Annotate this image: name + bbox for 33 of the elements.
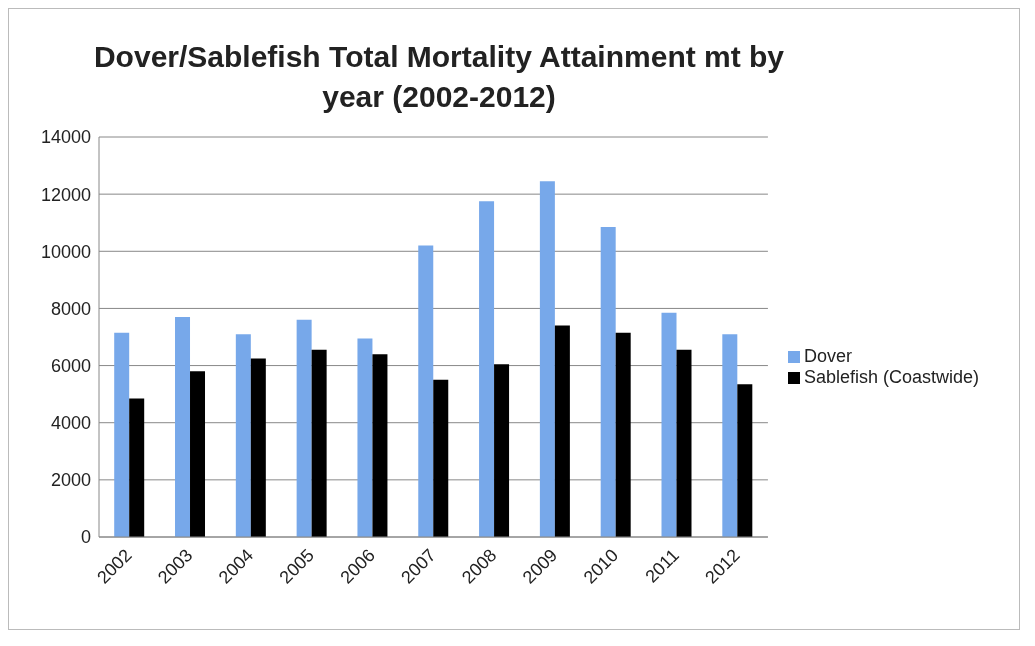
y-tick-label: 0 (80, 527, 91, 548)
bar (433, 379, 449, 537)
bar (175, 317, 191, 537)
bar (129, 398, 145, 537)
legend-label: Dover (803, 346, 852, 366)
y-tick-label: 10000 (40, 241, 91, 262)
bar (722, 334, 738, 537)
bar (554, 325, 570, 537)
bar (250, 358, 266, 537)
bar (372, 354, 388, 537)
bar (311, 349, 327, 537)
bar (418, 245, 434, 537)
y-tick-label: 8000 (50, 298, 91, 319)
bar (190, 371, 206, 537)
legend-label: Sablefish (Coastwide) (803, 367, 979, 387)
bar (235, 334, 251, 537)
bar (114, 332, 130, 537)
y-tick-label: 12000 (40, 184, 91, 205)
bar (494, 364, 510, 537)
bar (615, 332, 631, 537)
bar (539, 181, 555, 537)
bar (357, 338, 373, 537)
chart-title: Dover/Sablefish Total Mortality Attainment mt by year (2002-2012) (92, 39, 786, 115)
y-tick-label: 6000 (50, 355, 91, 376)
bar (479, 201, 495, 537)
bar (737, 384, 753, 537)
bar (661, 312, 677, 537)
bar (296, 319, 312, 537)
y-tick-label: 14000 (40, 127, 91, 148)
y-tick-label: 2000 (50, 470, 91, 491)
y-tick-label: 4000 (50, 413, 91, 434)
bar (600, 227, 616, 537)
bar (676, 349, 692, 537)
